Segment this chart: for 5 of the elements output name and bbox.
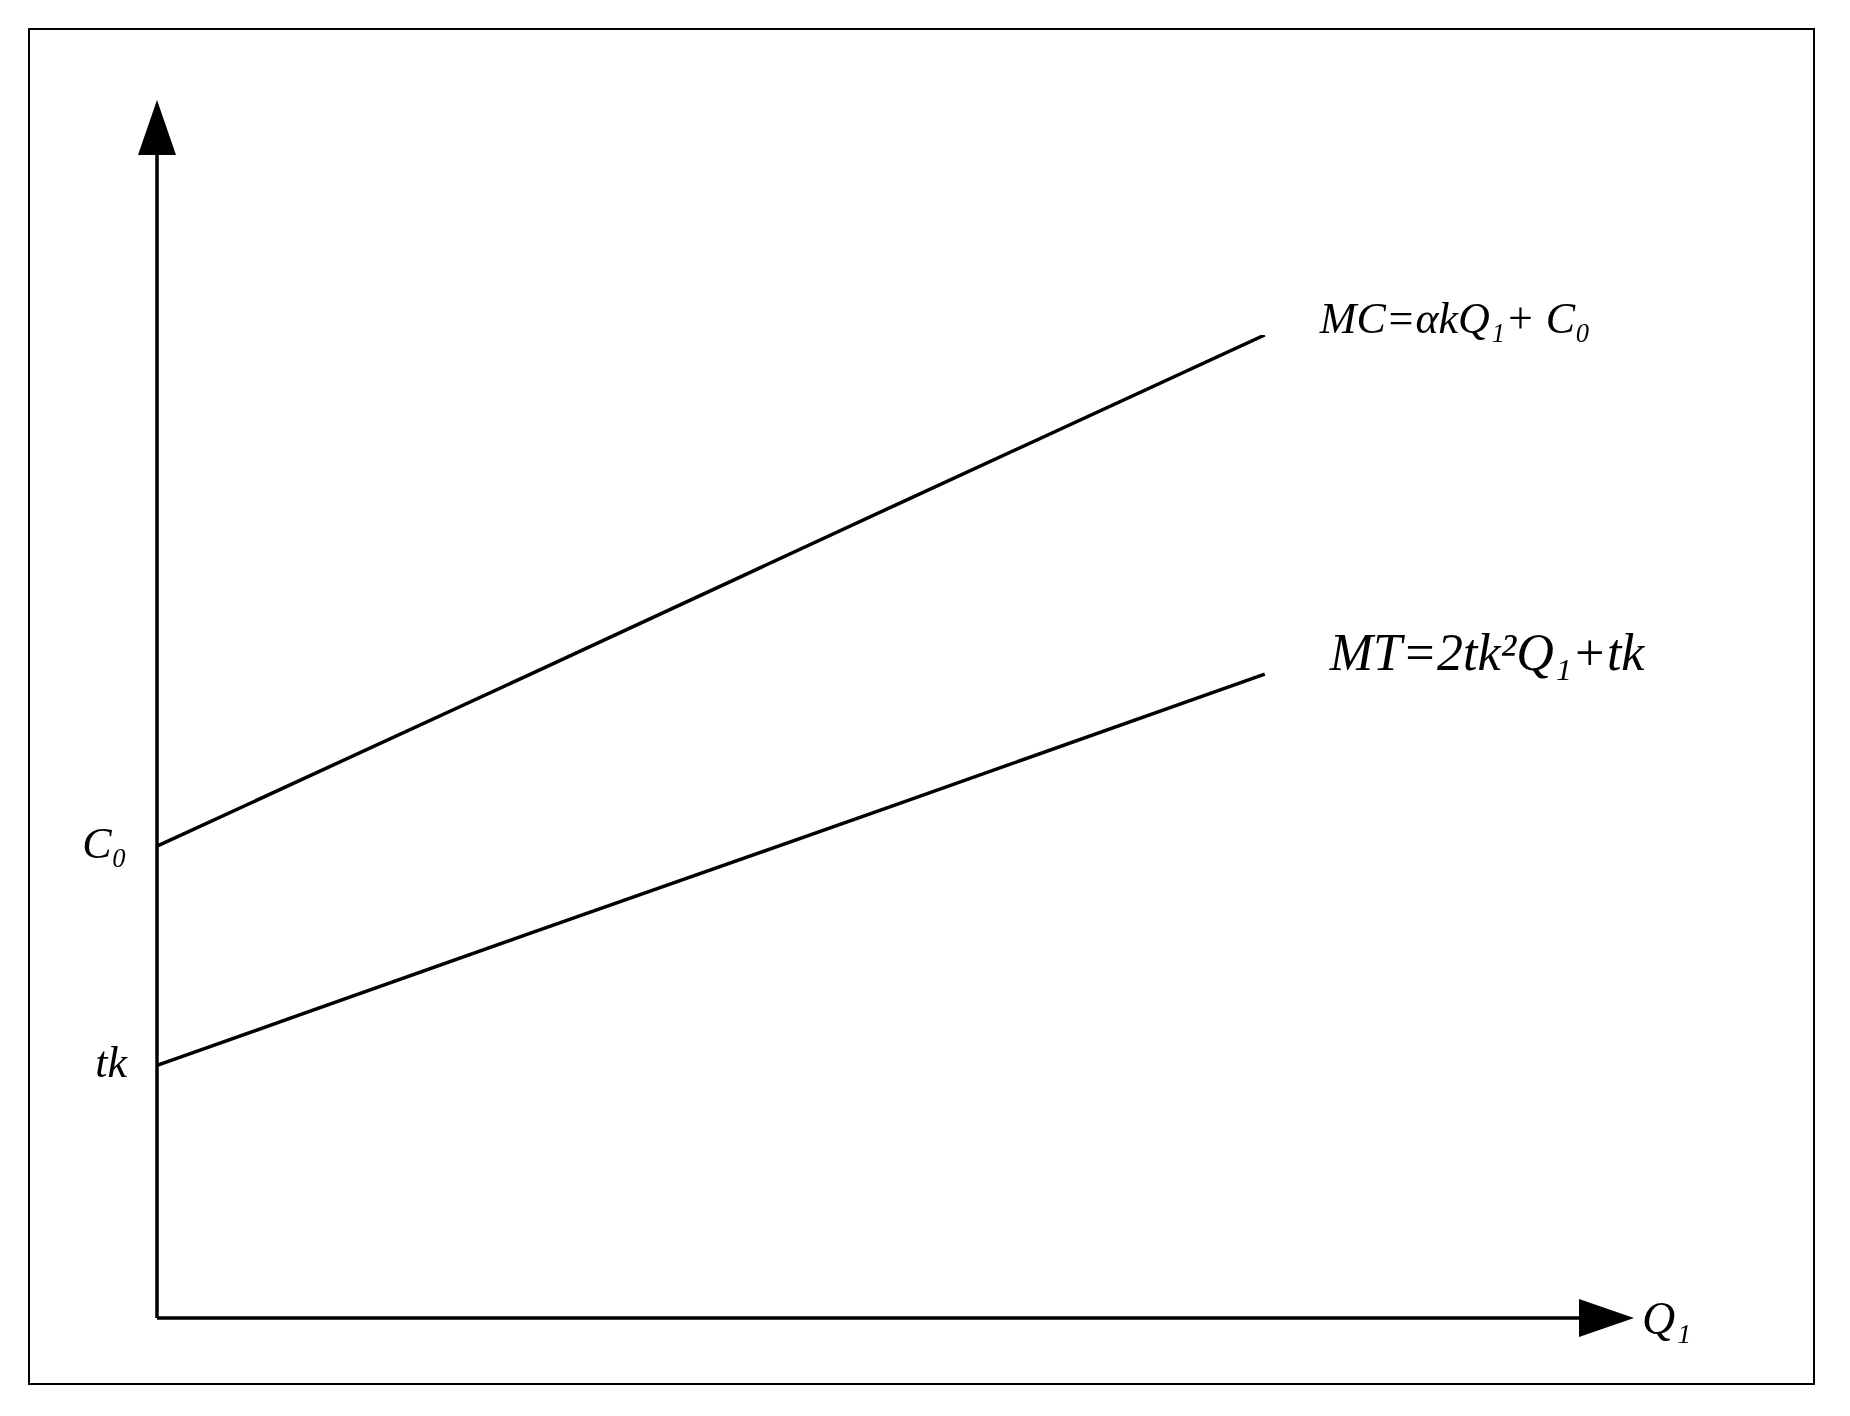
series-label: MC=αkQ₁+ C₀ bbox=[1318, 293, 1591, 343]
text: C₀ bbox=[82, 818, 127, 868]
text: tk bbox=[95, 1037, 129, 1087]
series-label: MT=2tk²Q₁+tk bbox=[1328, 623, 1646, 681]
x-axis-title: Q₁ bbox=[1642, 1293, 1692, 1345]
